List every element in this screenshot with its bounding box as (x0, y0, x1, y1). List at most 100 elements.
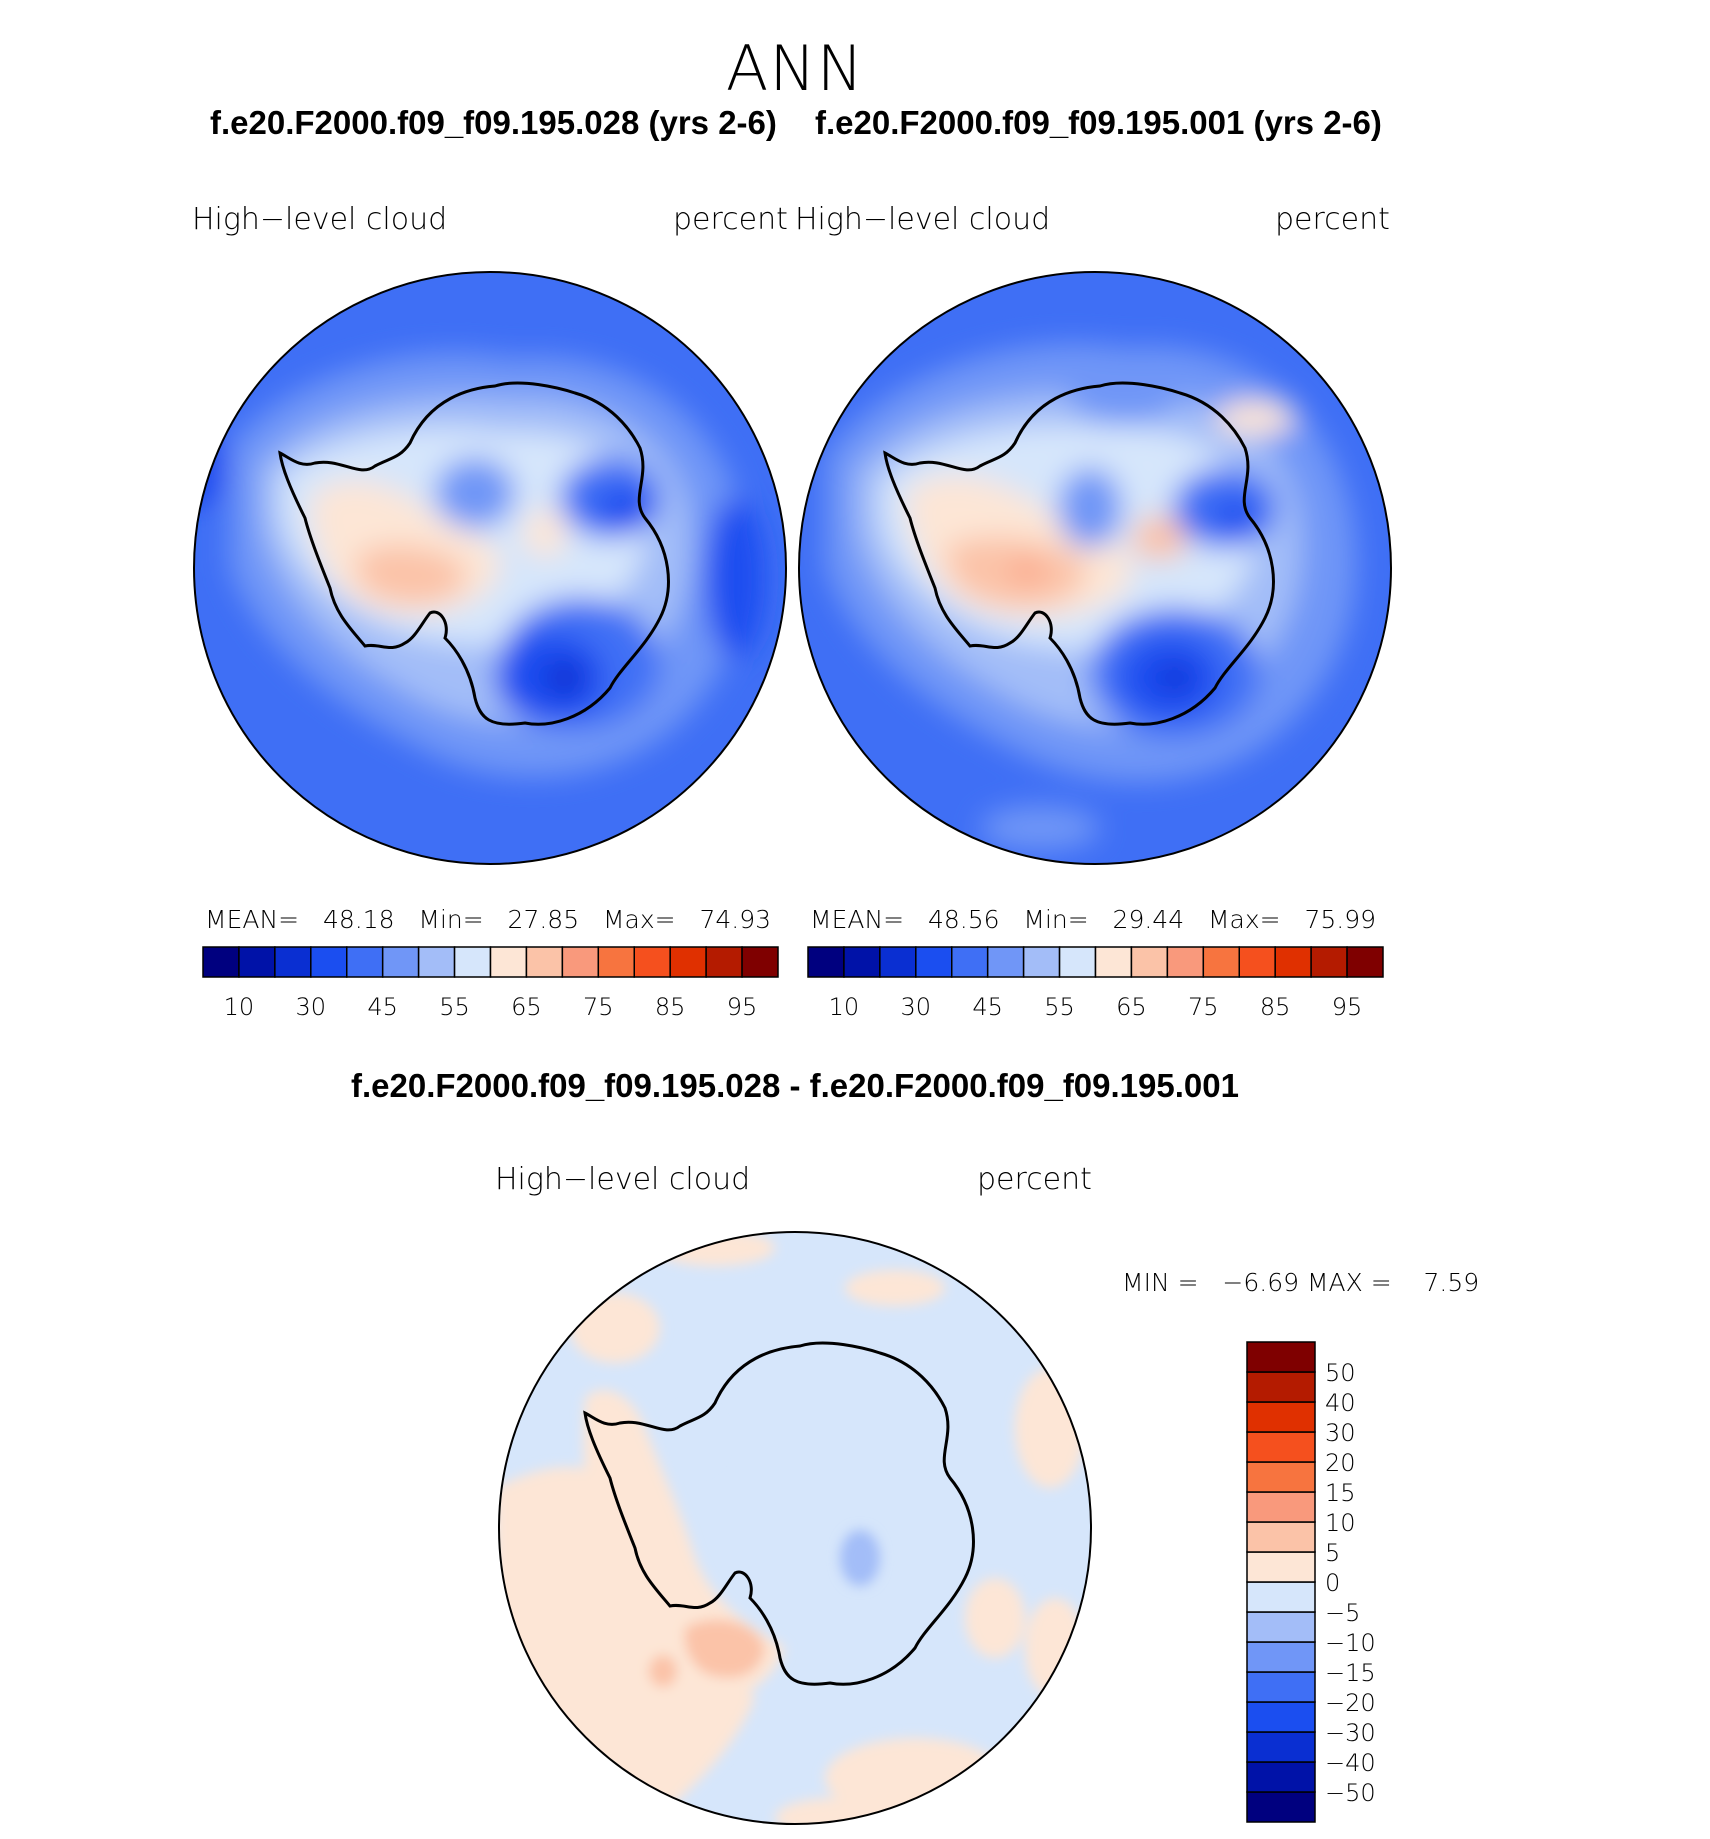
min-label: MIN = (1122, 1268, 1199, 1297)
map-right (798, 271, 1392, 865)
colorbar-swatch (1022, 946, 1061, 978)
colorbar-swatch (1246, 1581, 1316, 1613)
max-value: 7.59 (1423, 1268, 1480, 1297)
units-label-left: percent (673, 202, 788, 237)
colorbar-swatch (1310, 946, 1348, 978)
colorbar-tick-label: 85 (1260, 993, 1291, 1021)
map-left (193, 271, 787, 865)
colorbar-swatch (1246, 1611, 1316, 1643)
colorbar-swatch (915, 946, 953, 978)
coastline (278, 381, 670, 726)
units-label-right: percent (1275, 202, 1390, 237)
colorbar-tick-label: 15 (1325, 1479, 1356, 1507)
colorbar-swatch (310, 946, 348, 978)
colorbar-tick-label: 55 (439, 993, 470, 1021)
map-difference (498, 1231, 1092, 1825)
colorbar-tick-label: 40 (1325, 1389, 1356, 1417)
colorbar-swatch (1246, 1731, 1316, 1763)
colorbar-tick-label: 5 (1325, 1539, 1340, 1567)
diff-stats: MIN = −6.69 MAX = 7.59 (1122, 1268, 1479, 1297)
colorbar-left: 10 30 45 55 65 75 85 95 (202, 946, 779, 1021)
case-title-left: f.e20.F2000.f09_f09.195.028 (yrs 2-6) (210, 104, 777, 141)
colorbar-swatch (1246, 1341, 1316, 1373)
colorbar-swatch (525, 946, 564, 978)
colorbar-swatch (1130, 946, 1169, 978)
colorbar-tick-label: 45 (972, 993, 1003, 1021)
colorbar-swatch (705, 946, 743, 978)
colorbar-swatch (1346, 946, 1384, 978)
colorbar-swatch (843, 946, 881, 978)
colorbar-tick-label: 10 (829, 993, 860, 1021)
colorbar-tick-label: −30 (1325, 1719, 1376, 1747)
variable-label-left: High−level cloud (192, 202, 448, 237)
min-value: −6.69 (1222, 1268, 1300, 1297)
colorbar-swatch (1094, 946, 1133, 978)
colorbar-tick-label: 10 (1325, 1509, 1356, 1537)
page-title: ANN (725, 32, 865, 105)
units-label-diff: percent (977, 1162, 1092, 1197)
map-border (798, 271, 1392, 865)
map-border (193, 271, 787, 865)
colorbar-tick-label: −5 (1325, 1599, 1360, 1627)
colorbar-tick-label: 95 (727, 993, 758, 1021)
colorbar-swatch (202, 946, 240, 978)
colorbar-tick-label: 65 (511, 993, 542, 1021)
max-label: MAX = (1306, 1268, 1392, 1297)
colorbar-tick-label: 65 (1116, 993, 1147, 1021)
colorbar-tick-label: 85 (655, 993, 686, 1021)
colorbar-tick-label: −50 (1325, 1779, 1376, 1807)
colorbar-swatch (1246, 1431, 1316, 1463)
colorbar-swatch (986, 946, 1025, 978)
max-label: Max= (602, 905, 676, 934)
colorbar-tick-label: 30 (901, 993, 932, 1021)
colorbar-tick-label: 30 (296, 993, 327, 1021)
mean-label: MEAN= (810, 905, 905, 934)
colorbar-swatch (1246, 1641, 1316, 1673)
colorbar-swatch (741, 946, 779, 978)
colorbar-tick-label: 75 (583, 993, 614, 1021)
colorbar-tick-label: −10 (1325, 1629, 1376, 1657)
colorbar-swatch (1202, 946, 1240, 978)
variable-label-diff: High−level cloud (495, 1162, 751, 1197)
stats-right: MEAN= 48.56 Min= 29.44 Max= 75.99 (810, 905, 1376, 934)
colorbar-swatch (879, 946, 917, 978)
colorbar-tick-label: −40 (1325, 1749, 1376, 1777)
colorbar-swatch (807, 946, 845, 978)
colorbar-swatch (1246, 1671, 1316, 1703)
colorbar-swatch (951, 946, 989, 978)
colorbar-tick-label: 95 (1332, 993, 1363, 1021)
mean-value: 48.56 (927, 905, 1000, 934)
min-label: Min= (418, 905, 484, 934)
colorbar-swatch (1058, 946, 1097, 978)
map-border (498, 1231, 1092, 1825)
colorbar-swatch (1246, 1761, 1316, 1793)
min-label: Min= (1023, 905, 1089, 934)
colorbar-swatch (1246, 1461, 1316, 1493)
coastline (883, 381, 1275, 726)
colorbar-swatch (489, 946, 528, 978)
map-contours (194, 352, 765, 777)
colorbar-tick-label: 10 (224, 993, 255, 1021)
max-value: 74.93 (699, 905, 772, 934)
colorbar-swatch (1246, 1521, 1316, 1553)
colorbar-swatch (238, 946, 276, 978)
colorbar-tick-label: 30 (1325, 1419, 1356, 1447)
colorbar-swatch (1274, 946, 1312, 978)
coastline (583, 1341, 975, 1686)
colorbar-swatch (1246, 1491, 1316, 1523)
colorbar-swatch (417, 946, 456, 978)
colorbar-tick-label: 55 (1044, 993, 1075, 1021)
colorbar-swatch (633, 946, 671, 978)
colorbar-swatch (346, 946, 384, 978)
mean-label: MEAN= (205, 905, 300, 934)
colorbar-swatch (274, 946, 312, 978)
colorbar-swatch (1246, 1371, 1316, 1403)
colorbar-swatch (669, 946, 707, 978)
max-label: Max= (1207, 905, 1281, 934)
colorbar-tick-label: −20 (1325, 1689, 1376, 1717)
case-title-right: f.e20.F2000.f09_f09.195.001 (yrs 2-6) (815, 104, 1382, 141)
stats-left: MEAN= 48.18 Min= 27.85 Max= 74.93 (205, 905, 771, 934)
colorbar-tick-label: 75 (1188, 993, 1219, 1021)
max-value: 75.99 (1304, 905, 1377, 934)
